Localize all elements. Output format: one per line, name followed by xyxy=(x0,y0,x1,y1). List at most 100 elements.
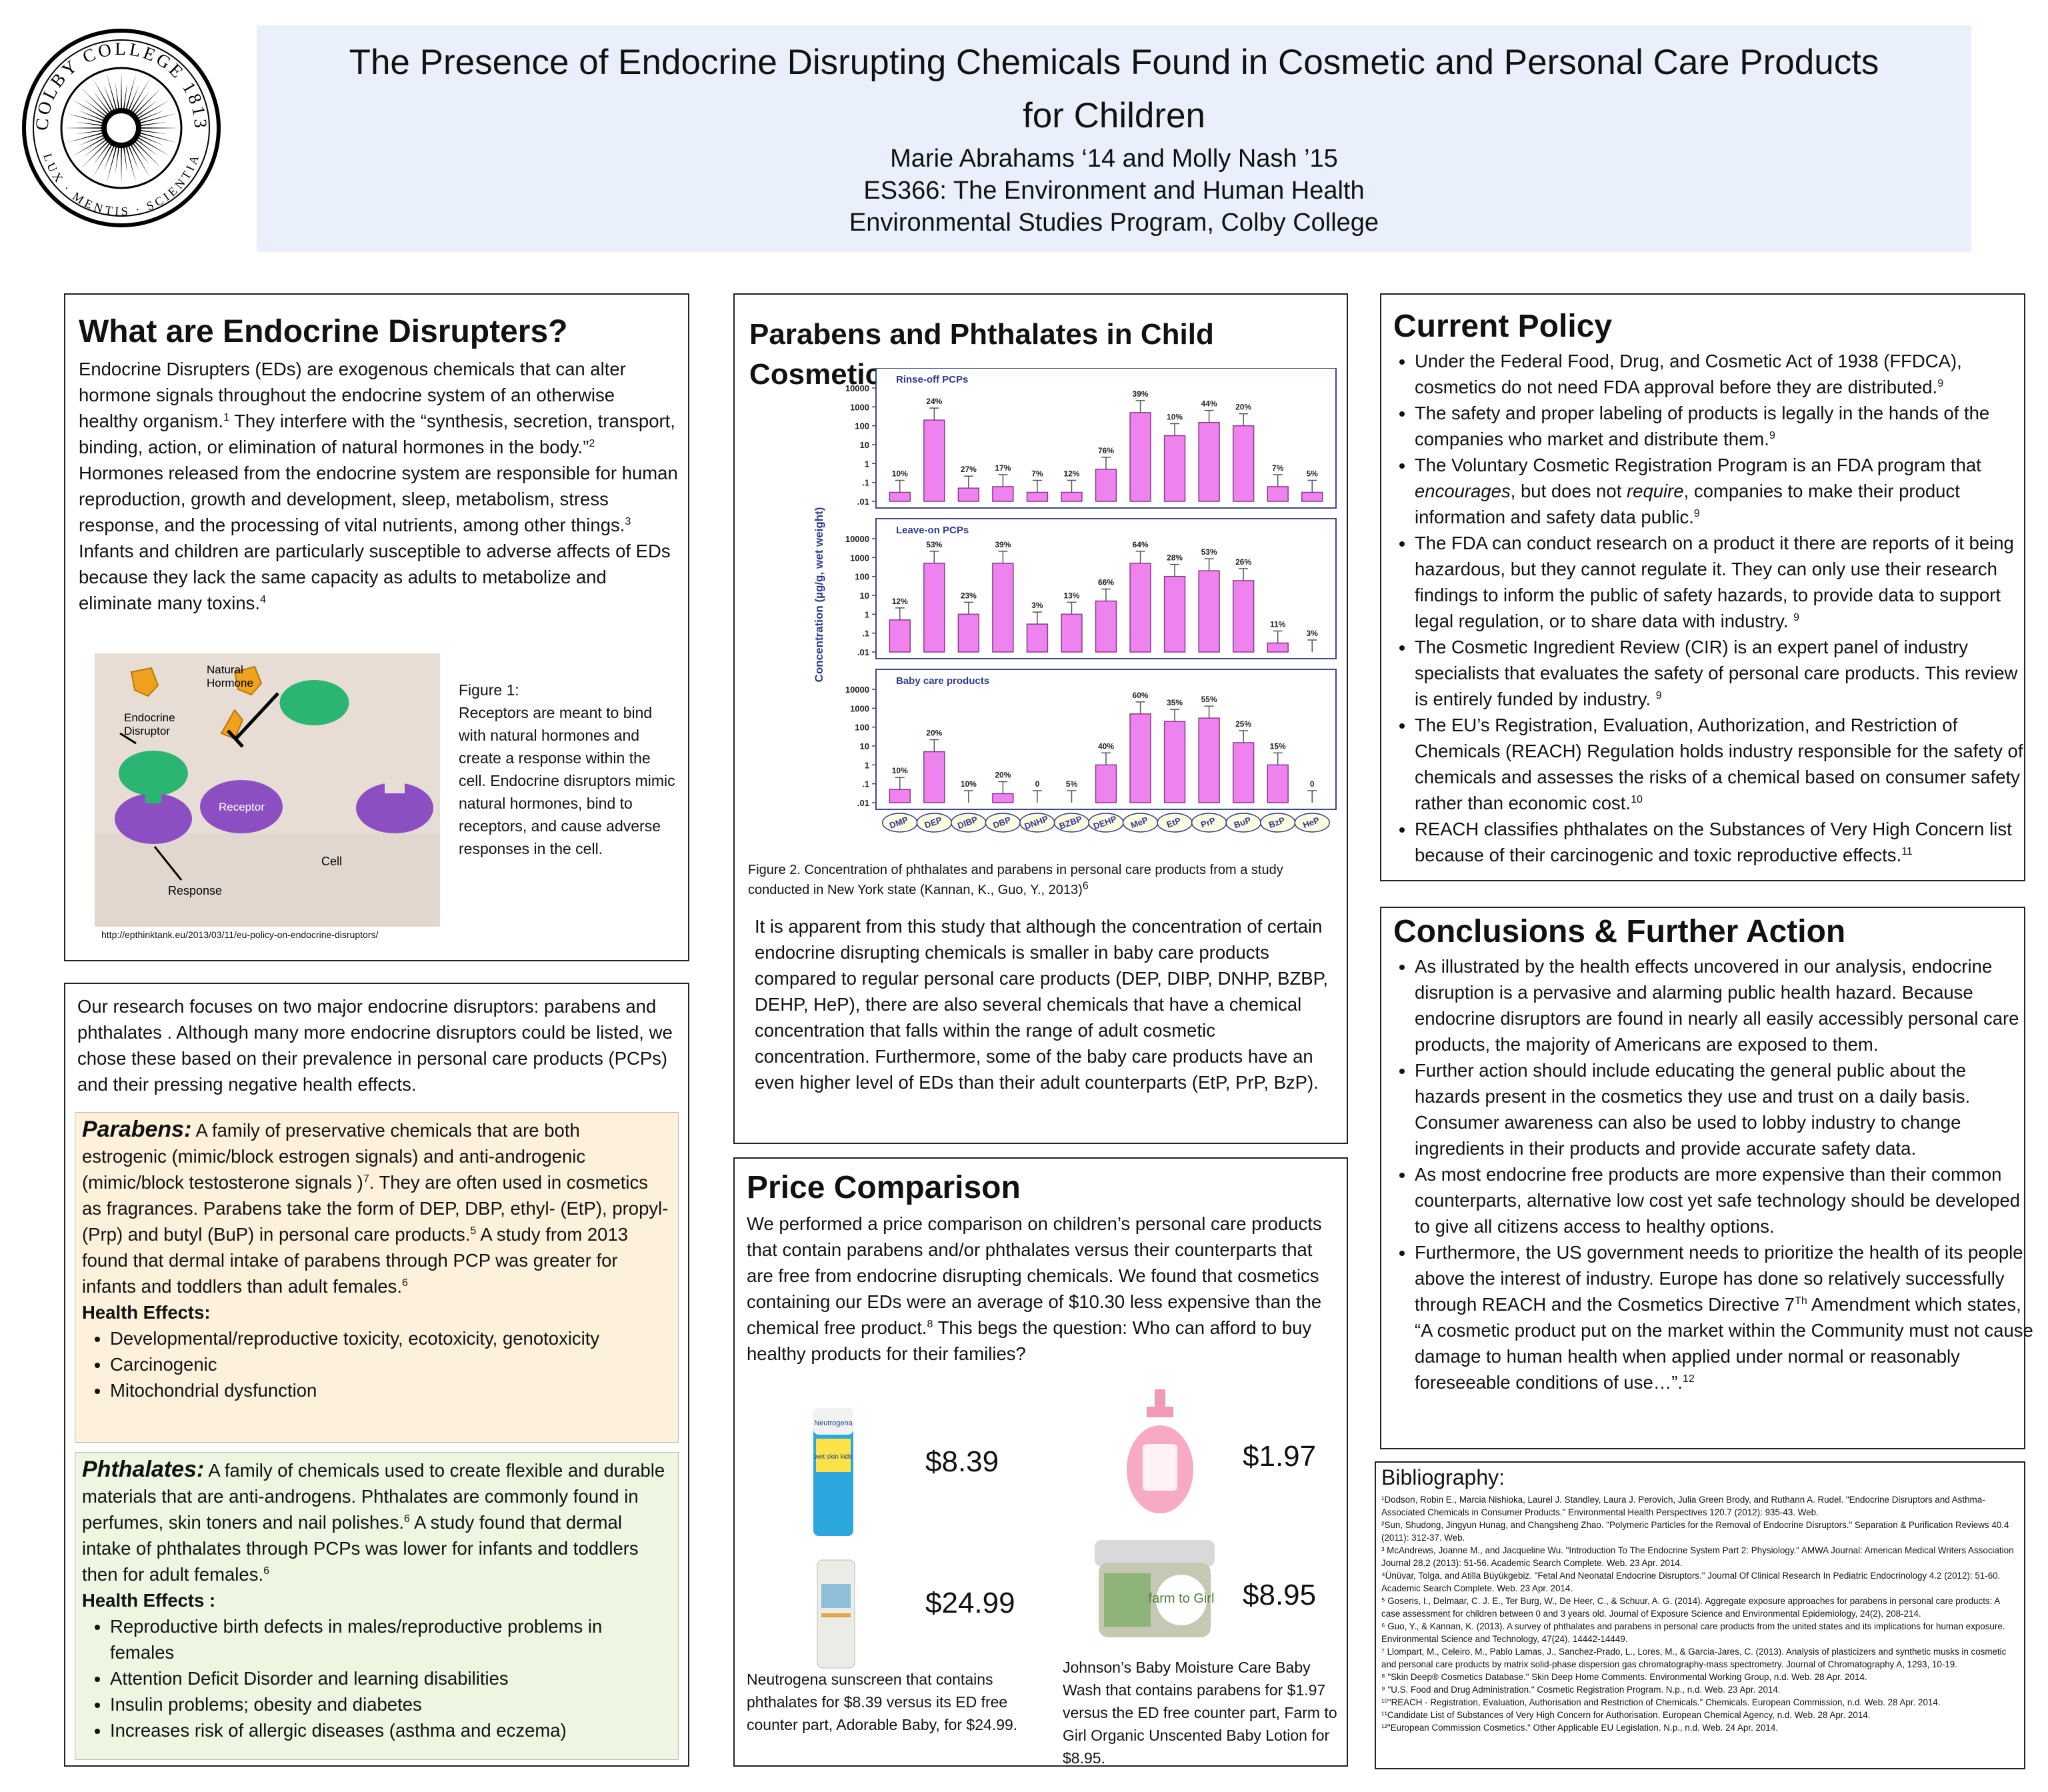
endocrine-panel: What are Endocrine Disrupters? Endocrine… xyxy=(64,293,689,961)
series-title: Rinse-off PCPs xyxy=(896,374,968,385)
bar xyxy=(923,419,945,502)
bib-entry: ⁶ Guo, Y., & Kannan, K. (2013). A survey… xyxy=(1381,1621,2005,1644)
price-neutrogena: $8.39 xyxy=(925,1445,999,1478)
bar xyxy=(1301,491,1323,502)
policy-item-1: Under the Federal Food, Drug, and Cosmet… xyxy=(1415,348,2035,400)
x-tick-label: PrP xyxy=(1199,815,1217,830)
concentration-chart: Concentration (µg/g, wet weight) Rinse-of… xyxy=(813,368,1337,833)
bar xyxy=(1026,623,1049,653)
bar-value-label: 66% xyxy=(1098,578,1114,587)
y-axis-label: Concentration (µg/g, wet weight) xyxy=(813,507,825,683)
bar-value-label: 23% xyxy=(961,591,977,600)
bar xyxy=(1267,486,1289,502)
bar xyxy=(1095,600,1117,653)
bar xyxy=(889,619,911,653)
bar xyxy=(1267,642,1289,653)
y-tick-label: .1 xyxy=(862,779,869,789)
poster-authors: Marie Abrahams ‘14 and Molly Nash ’15 xyxy=(890,145,1338,173)
bar xyxy=(1129,563,1151,653)
bib-entry: ⁵ Gosens, I., Delmaar, C. J. E., Ter Bur… xyxy=(1381,1596,2000,1619)
bar-value-label: 39% xyxy=(995,540,1011,549)
phthalates-effect-3: Insulin problems; obesity and diabetes xyxy=(110,1691,669,1717)
bib-entry: ⁷ Llompart, M., Celeiro, M., Pablo Lamas… xyxy=(1381,1647,2007,1669)
bar xyxy=(1232,580,1255,653)
bar xyxy=(1232,742,1255,803)
bar-value-label: 10% xyxy=(892,469,908,478)
bar-value-label: 10% xyxy=(892,766,908,775)
phthalates-effect-4: Increases risk of allergic diseases (ast… xyxy=(110,1717,669,1743)
bar xyxy=(889,491,911,502)
bar-value-label: 13% xyxy=(1063,591,1079,600)
price-farm-to-girl: $8.95 xyxy=(1243,1579,1317,1611)
bar xyxy=(992,486,1014,502)
price-caption-right: Johnson’s Baby Moisture Care Baby Wash t… xyxy=(1063,1659,1337,1767)
bar-value-label: 17% xyxy=(995,463,1011,473)
bar xyxy=(923,563,945,653)
y-tick-label: .01 xyxy=(857,497,869,507)
bar xyxy=(923,751,945,803)
natural-hormone-label: Natural Hormone xyxy=(207,663,253,689)
bar-value-label: 64% xyxy=(1133,540,1149,549)
bar xyxy=(1026,491,1049,502)
phthalates-effect-2: Attention Deficit Disorder and learning … xyxy=(110,1665,669,1691)
conclusion-item-2: Further action should include educating … xyxy=(1415,1057,2035,1161)
bib-entry: ⁴Ünüvar, Tolga, and Atilla Büyükgebiz. "… xyxy=(1381,1571,2001,1593)
bar xyxy=(1095,764,1117,803)
bar-value-label: 53% xyxy=(1201,547,1217,557)
x-tick-label: EtP xyxy=(1165,815,1183,830)
y-tick-label: 1 xyxy=(865,760,869,770)
bar-value-label: 44% xyxy=(1201,399,1217,409)
chart-analysis-text: It is apparent from this study that alth… xyxy=(755,916,1329,1093)
receptor-label: Receptor xyxy=(219,801,265,813)
bar xyxy=(1198,421,1220,502)
policy-panel: Current Policy Under the Federal Food, D… xyxy=(1380,293,2025,881)
poster-header: The Presence of Endocrine Disrupting Che… xyxy=(257,25,1971,252)
y-tick-label: .1 xyxy=(862,629,869,639)
bar xyxy=(1163,721,1186,803)
phthalates-effect-1: Reproductive birth defects in males/repr… xyxy=(110,1613,669,1665)
bar-value-label: 53% xyxy=(926,540,942,549)
price-panel: Price Comparison We performed a price co… xyxy=(733,1157,1348,1767)
bar-value-label: 3% xyxy=(1031,601,1043,610)
phthalates-box: Phthalates: A family of chemicals used t… xyxy=(75,1452,679,1760)
conclusion-item-3: As most endocrine free products are more… xyxy=(1415,1161,2035,1239)
bar-value-label: 27% xyxy=(961,465,977,474)
svg-text:wet skin kids: wet skin kids xyxy=(814,1453,853,1461)
bar-value-label: 26% xyxy=(1235,557,1251,567)
y-tick-label: 1 xyxy=(865,459,869,469)
y-tick-label: 1000 xyxy=(850,402,869,412)
poster-course: ES366: The Environment and Human Health xyxy=(863,177,1365,205)
bar-value-label: 7% xyxy=(1272,463,1284,473)
parabens-effect-2: Carcinogenic xyxy=(110,1351,669,1377)
policy-item-5: The Cosmetic Ingredient Review (CIR) is … xyxy=(1415,634,2035,712)
conclusions-heading: Conclusions & Further Action xyxy=(1393,914,1846,949)
bar-value-label: 20% xyxy=(926,729,942,738)
price-text: We performed a price comparison on child… xyxy=(747,1213,1322,1364)
bar xyxy=(1061,491,1083,502)
series-title: Baby care products xyxy=(896,675,989,687)
chart-panel: Parabens and Phthalates in Child Cosmeti… xyxy=(733,293,1348,1144)
farm-to-girl-lotion-image: farm to Girl xyxy=(1095,1540,1215,1637)
y-tick-label: 1000 xyxy=(850,553,869,563)
svg-text:Neutrogena: Neutrogena xyxy=(814,1419,853,1427)
policy-heading: Current Policy xyxy=(1393,309,1613,344)
policy-item-3: The Voluntary Cosmetic Registration Prog… xyxy=(1415,452,2035,530)
bar-value-label: 55% xyxy=(1201,695,1217,704)
bar xyxy=(1163,575,1186,653)
bar-value-label: 15% xyxy=(1270,741,1286,751)
bar-value-label: 20% xyxy=(1235,403,1251,412)
y-tick-label: 1000 xyxy=(850,703,869,713)
y-tick-label: 100 xyxy=(855,572,869,582)
bar xyxy=(1129,412,1151,502)
bar xyxy=(1061,613,1083,653)
bar xyxy=(992,793,1014,803)
bar-value-label: 5% xyxy=(1307,469,1319,478)
bib-entry: ¹⁰"REACH - Registration, Evaluation, Aut… xyxy=(1381,1697,1941,1707)
bar xyxy=(1267,764,1289,803)
adorable-baby-sunscreen-image xyxy=(817,1559,855,1669)
y-tick-label: 10 xyxy=(860,591,869,601)
y-tick-label: 10 xyxy=(860,440,869,450)
bar-value-label: 0 xyxy=(1035,779,1040,789)
conclusions-panel: Conclusions & Further Action As illustra… xyxy=(1380,907,2033,1449)
bar xyxy=(1232,425,1255,502)
